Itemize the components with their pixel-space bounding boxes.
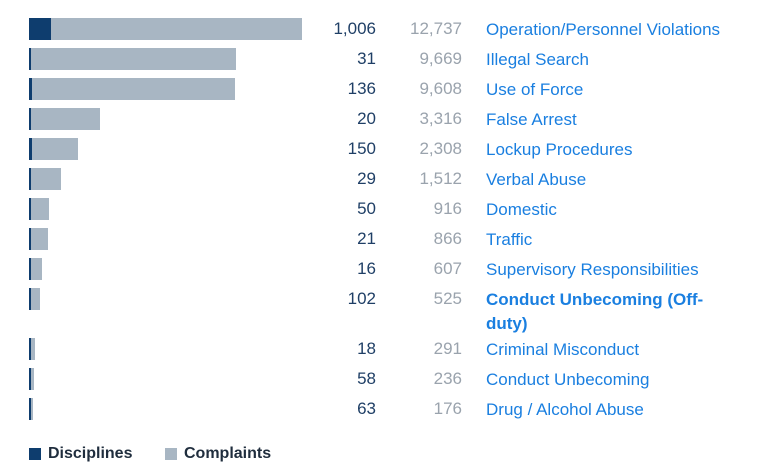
disciplines-bar	[29, 258, 31, 280]
complaints-value: 916	[433, 199, 462, 218]
disciplines-bar	[29, 138, 33, 160]
category-link[interactable]: Criminal Misconduct	[486, 340, 640, 359]
disciplines-bar	[29, 168, 31, 190]
complaints-bar	[29, 338, 36, 360]
complaints-bar	[29, 258, 42, 280]
disciplines-value: 102	[347, 289, 376, 308]
category-link[interactable]: Verbal Abuse	[486, 170, 587, 189]
disciplines-value: 150	[347, 139, 376, 158]
category-link[interactable]: Traffic	[486, 230, 533, 249]
disciplines-bar	[29, 18, 51, 40]
chart-row: 58 236 Conduct Unbecoming	[0, 362, 759, 392]
disciplines-bar	[29, 78, 32, 100]
complaints-value: 525	[433, 289, 462, 308]
disciplines-value: 31	[357, 49, 376, 68]
chart-row: 136 9,608 Use of Force	[0, 72, 759, 102]
category-link[interactable]: Lockup Procedures	[486, 140, 633, 159]
disciplines-value: 20	[357, 109, 376, 128]
complaints-value: 291	[433, 339, 462, 358]
disciplines-bar	[29, 228, 31, 250]
chart-row: 63 176 Drug / Alcohol Abuse	[0, 392, 759, 422]
complaints-value: 12,737	[410, 19, 462, 38]
disciplines-bar	[29, 108, 31, 130]
category-link[interactable]: Drug / Alcohol Abuse	[486, 400, 644, 419]
complaints-value: 1,512	[419, 169, 462, 188]
category-link[interactable]: Operation/Personnel Violations	[486, 20, 721, 39]
complaints-bar	[29, 48, 237, 70]
disciplines-bar	[29, 398, 31, 420]
complaints-value: 607	[433, 259, 462, 278]
category-link[interactable]: False Arrest	[486, 110, 577, 129]
disciplines-value: 21	[357, 229, 376, 248]
legend-label-disciplines: Disciplines	[48, 445, 133, 462]
chart-row: 20 3,316 False Arrest	[0, 102, 759, 132]
chart-row: 21 866 Traffic	[0, 222, 759, 252]
disciplines-value: 58	[357, 369, 376, 388]
legend-swatch-complaints	[165, 448, 177, 460]
complaints-value: 9,669	[419, 49, 462, 68]
disciplines-value: 63	[357, 399, 376, 418]
complaints-bar	[29, 228, 48, 250]
disciplines-value: 16	[357, 259, 376, 278]
disciplines-value: 136	[347, 79, 376, 98]
disciplines-bar	[29, 288, 32, 310]
complaints-bar	[29, 108, 101, 130]
disciplines-bar	[29, 198, 31, 220]
disciplines-bar	[29, 48, 31, 70]
complaints-value: 2,308	[419, 139, 462, 158]
complaints-bar	[29, 368, 35, 390]
chart-row: 31 9,669 Illegal Search	[0, 42, 759, 72]
legend-label-complaints: Complaints	[184, 445, 272, 462]
disciplines-value: 50	[357, 199, 376, 218]
category-link[interactable]: Conduct Unbecoming (Off-duty)	[486, 290, 704, 333]
complaints-bar	[29, 288, 41, 310]
chart-row: 29 1,512 Verbal Abuse	[0, 162, 759, 192]
category-link[interactable]: Illegal Search	[486, 50, 590, 69]
complaints-value: 236	[433, 369, 462, 388]
complaints-bar	[29, 198, 49, 220]
complaints-bar	[29, 138, 79, 160]
disciplines-value: 1,006	[333, 19, 376, 38]
complaints-value: 9,608	[419, 79, 462, 98]
complaints-value: 176	[433, 399, 462, 418]
legend-swatch-disciplines	[29, 448, 41, 460]
chart-row: 1,006 12,737 Operation/Personnel Violation…	[0, 12, 759, 42]
disciplines-value: 29	[357, 169, 376, 188]
chart-row: 16 607 Supervisory Responsibilities	[0, 252, 759, 282]
disciplines-bar	[29, 368, 31, 390]
complaints-bar	[29, 18, 302, 40]
chart-row: 18 291 Criminal Misconduct	[0, 332, 759, 362]
chart-row: 50 916 Domestic	[0, 192, 759, 222]
disciplines-bar	[29, 338, 31, 360]
complaints-bar	[29, 168, 62, 190]
category-link[interactable]: Supervisory Responsibilities	[486, 260, 699, 279]
chart-row: 102 525 Conduct Unbecoming (Off-duty)	[0, 282, 759, 333]
chart-row: 150 2,308 Lockup Procedures	[0, 132, 759, 162]
category-link[interactable]: Use of Force	[486, 80, 584, 99]
complaints-bar	[29, 78, 235, 100]
complaints-value: 866	[433, 229, 462, 248]
category-link[interactable]: Domestic	[486, 200, 557, 219]
category-link[interactable]: Conduct Unbecoming	[486, 370, 650, 389]
complaints-value: 3,316	[419, 109, 462, 128]
disciplines-value: 18	[357, 339, 376, 358]
